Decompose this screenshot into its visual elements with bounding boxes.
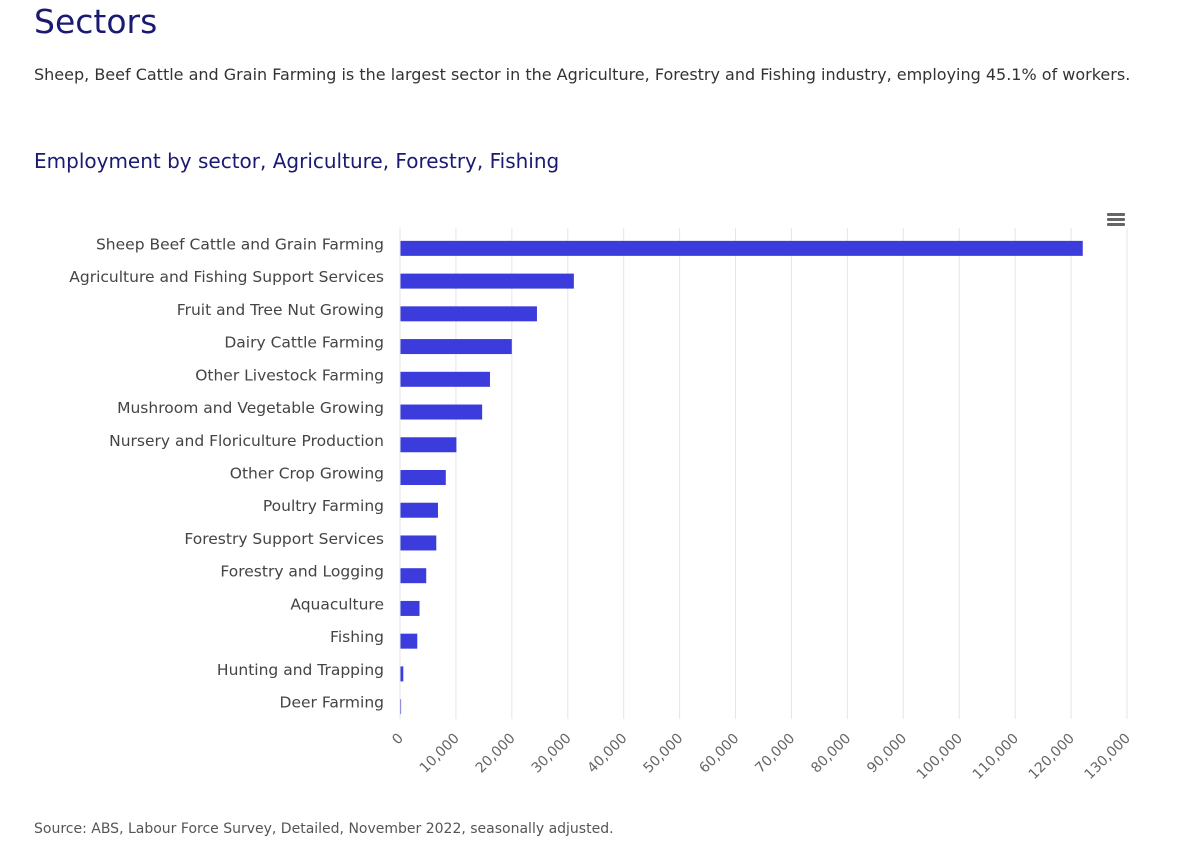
x-tick-label: 40,000 [585, 731, 631, 777]
bar[interactable] [400, 568, 427, 584]
chart-title: Employment by sector, Agriculture, Fores… [34, 149, 560, 173]
x-tick-label: 30,000 [529, 731, 575, 777]
category-label: Agriculture and Fishing Support Services [69, 268, 384, 286]
bar[interactable] [400, 306, 537, 322]
category-label: Fruit and Tree Nut Growing [177, 301, 384, 319]
category-label: Poultry Farming [263, 497, 384, 515]
category-label: Deer Farming [280, 694, 384, 712]
x-tick-label: 90,000 [864, 731, 910, 777]
category-label: Mushroom and Vegetable Growing [117, 399, 384, 417]
bar[interactable] [400, 240, 1083, 256]
category-label: Nursery and Floriculture Production [109, 432, 384, 450]
x-tick-label: 100,000 [914, 731, 966, 783]
category-label: Fishing [330, 628, 384, 646]
x-tick-label: 110,000 [970, 731, 1022, 783]
bar[interactable] [400, 339, 512, 355]
chart-menu-button[interactable] [1100, 204, 1132, 232]
x-tick-label-layer: 0 10,000 20,000 30,000 40,000 50,000 60,000 70,… [389, 731, 1134, 783]
intro-text: Sheep, Beef Cattle and Grain Farming is … [34, 65, 1131, 84]
x-tick-label: 0 [389, 731, 407, 749]
x-tick-label: 70,000 [752, 731, 798, 777]
bar-layer [400, 240, 1083, 715]
bar[interactable] [400, 699, 402, 715]
bar[interactable] [400, 666, 404, 682]
bar[interactable] [400, 470, 446, 485]
x-tick-label: 50,000 [640, 731, 686, 777]
bar[interactable] [400, 404, 483, 420]
grid-layer [399, 228, 1128, 719]
bar[interactable] [400, 273, 574, 289]
x-tick-label: 130,000 [1082, 731, 1134, 783]
page-title: Sectors [34, 2, 158, 41]
x-tick-label: 120,000 [1026, 731, 1078, 783]
bar[interactable] [400, 371, 490, 387]
category-label: Hunting and Trapping [217, 661, 384, 679]
bar[interactable] [400, 535, 437, 551]
x-tick-label: 60,000 [696, 731, 742, 777]
bar[interactable] [400, 600, 420, 616]
source-note: Source: ABS, Labour Force Survey, Detail… [34, 821, 614, 837]
category-label: Other Crop Growing [230, 465, 384, 483]
category-label-layer: Sheep Beef Cattle and Grain Farming Agric… [69, 235, 384, 711]
bar[interactable] [400, 437, 457, 453]
bar[interactable] [400, 502, 438, 518]
x-tick-label: 20,000 [473, 731, 519, 777]
category-label: Forestry and Logging [220, 563, 384, 581]
category-label: Forestry Support Services [184, 530, 384, 548]
x-tick-label: 10,000 [417, 731, 463, 777]
category-label: Other Livestock Farming [195, 366, 384, 384]
x-tick-label: 80,000 [808, 731, 854, 777]
category-label: Aquaculture [290, 595, 384, 613]
category-label: Sheep Beef Cattle and Grain Farming [96, 235, 384, 253]
bar[interactable] [400, 633, 418, 649]
category-label: Dairy Cattle Farming [224, 334, 384, 352]
